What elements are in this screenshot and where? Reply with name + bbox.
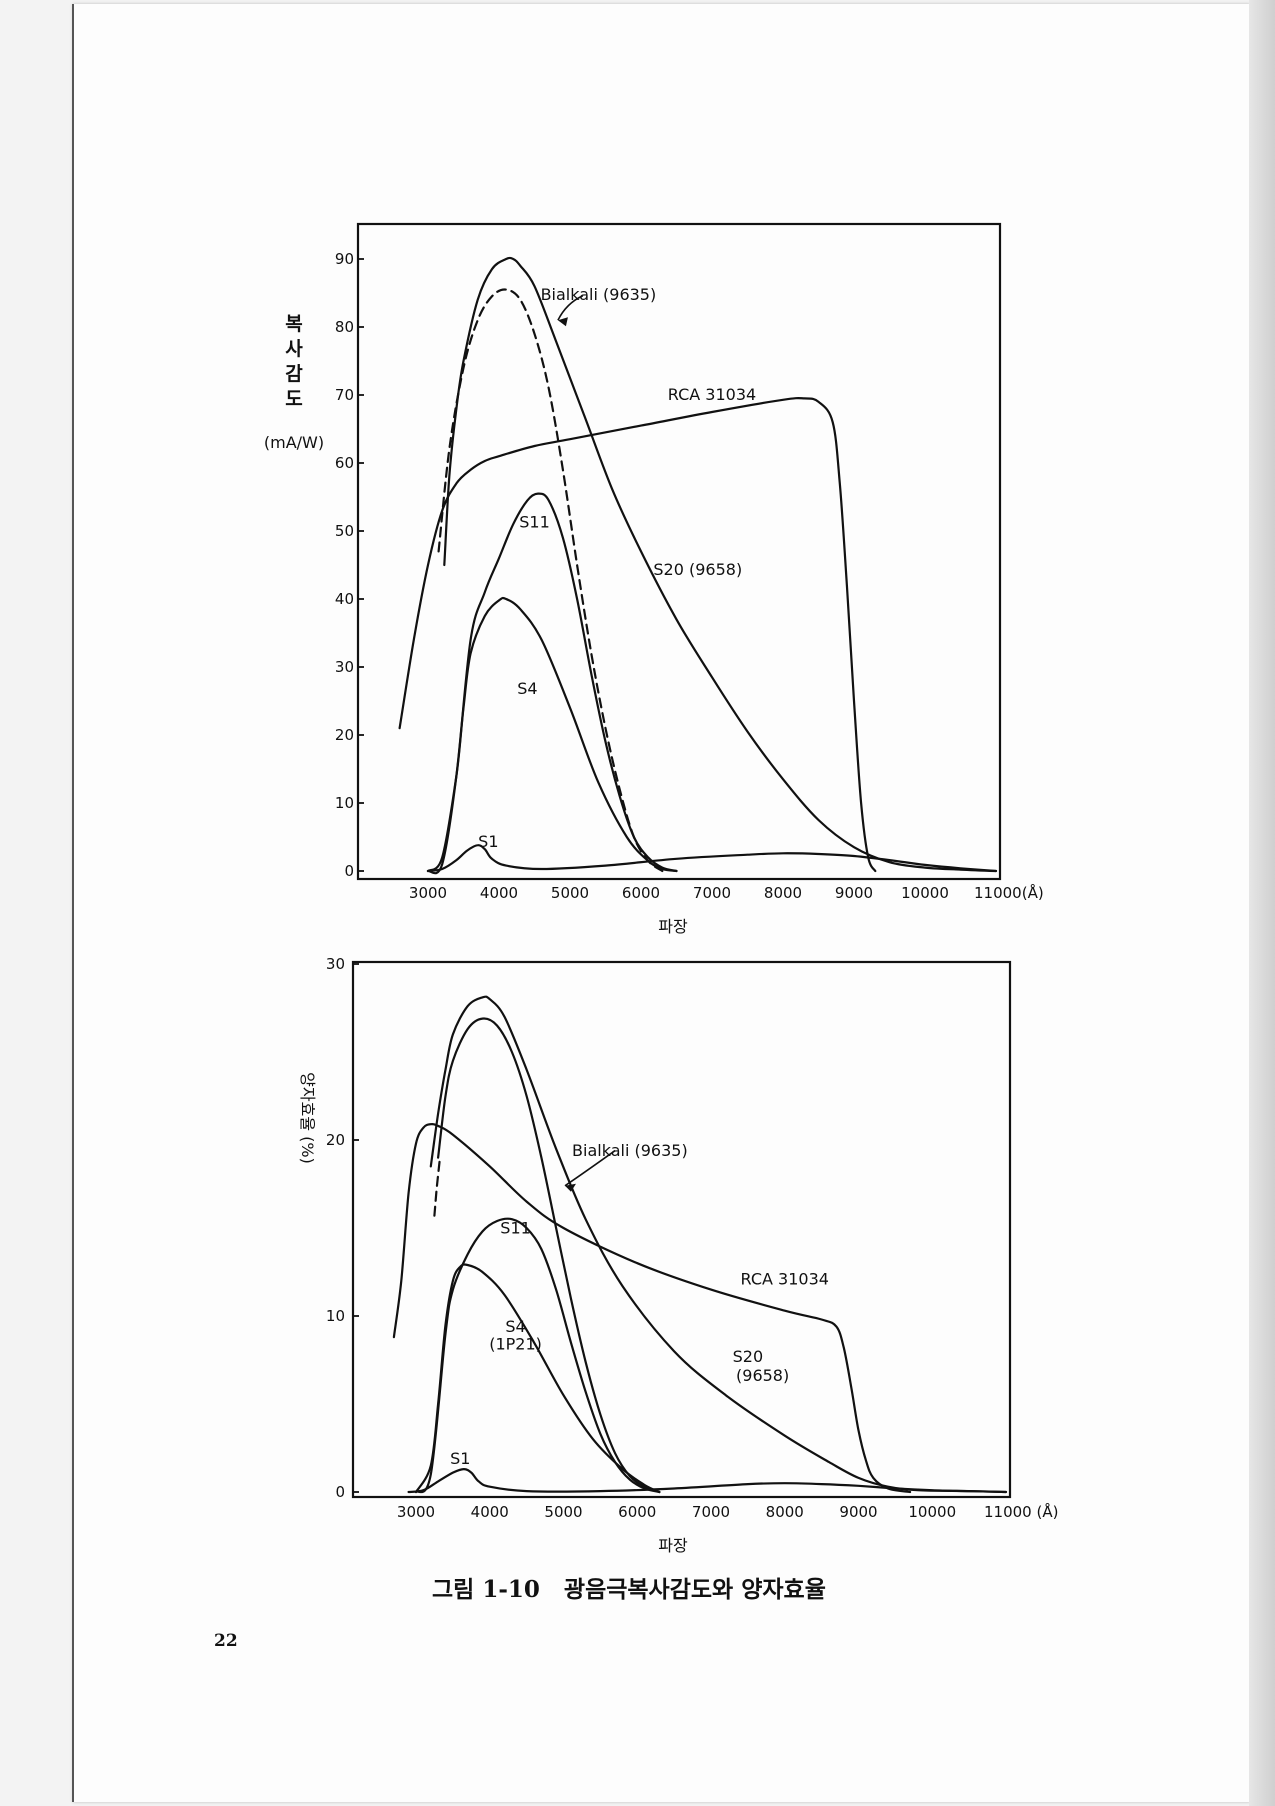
page-number: 22 (214, 1631, 238, 1651)
bottom-x-tick-label: 5000 (544, 1503, 582, 1521)
top-series-s1 (426, 844, 998, 873)
top-annotation-bialkali-9635: Bialkali (9635) (541, 285, 657, 304)
bottom-x-tick-label: 10000 (908, 1503, 956, 1521)
top-series-bialkali-9635 (437, 288, 664, 873)
bottom-bialkali-arrowhead (564, 1183, 576, 1192)
bottom-annotation-s20: S20 (733, 1347, 764, 1366)
bottom-annotation-9658: (9658) (736, 1366, 789, 1385)
bottom-x-tick-label: 3000 (397, 1503, 435, 1521)
top-y-axis-label-char: 도 (285, 388, 302, 410)
figure-caption: 그림 1-10 광음극복사감도와 양자효율 (432, 1570, 826, 1604)
top-y-tick-label: 0 (344, 862, 354, 880)
top-series-s4 (426, 596, 678, 873)
top-bialkali-arrowhead (557, 317, 568, 327)
bottom-bialkali-leader (564, 1149, 616, 1187)
bottom-annotation-s1: S1 (450, 1449, 470, 1468)
bottom-series-s4-1p21 (414, 1263, 661, 1494)
bottom-annotation-bialkali-9635: Bialkali (9635) (572, 1141, 688, 1160)
bottom-series-bialkali-9635 (437, 1017, 661, 1494)
bottom-series-rca-31034 (392, 1123, 912, 1494)
top-series-rca-31034 (398, 397, 877, 873)
top-annotation-s4: S4 (517, 679, 537, 698)
top-x-tick-label: 11000(Å) (974, 883, 1044, 902)
bottom-series-s20-9658 (429, 995, 1008, 1494)
bottom-y-tick-label: 20 (326, 1131, 345, 1149)
top-y-tick-label: 50 (335, 522, 354, 540)
bottom-y-tick-label: 10 (326, 1307, 345, 1325)
top-y-axis-label-char: 복 (285, 313, 302, 335)
bottom-annotation-rca-31034: RCA 31034 (741, 1269, 829, 1288)
bottom-y-axis-label: 양자효율 (%) (298, 1072, 317, 1164)
top-x-tick-label: 10000 (901, 884, 949, 902)
figure-caption-number: 그림 1-10 (432, 1576, 540, 1603)
bottom-x-tick-label: 9000 (839, 1503, 877, 1521)
top-x-axis-label: 파장 (658, 917, 688, 936)
bottom-x-tick-label: 6000 (618, 1503, 656, 1521)
bottom-x-tick-label: 8000 (766, 1503, 804, 1521)
bottom-series-s1 (407, 1468, 1008, 1494)
bottom-x-tick-label: 7000 (692, 1503, 730, 1521)
top-x-tick-label: 4000 (480, 884, 518, 902)
top-y-tick-label: 40 (335, 590, 354, 608)
top-y-axis-label-char: 사 (285, 338, 303, 360)
top-annotation-rca-31034: RCA 31034 (668, 385, 756, 404)
top-y-axis-unit: (mA/W) (264, 433, 324, 452)
top-annotation-s11: S11 (519, 513, 550, 532)
top-x-tick-label: 3000 (409, 884, 447, 902)
bottom-annotation-s4: S4 (505, 1317, 525, 1336)
top-x-tick-label: 8000 (764, 884, 802, 902)
top-x-tick-label: 6000 (622, 884, 660, 902)
bottom-x-axis-label: 파장 (658, 1536, 688, 1555)
top-y-tick-label: 10 (335, 794, 354, 812)
top-annotation-s1: S1 (478, 832, 498, 851)
top-x-tick-label: 7000 (693, 884, 731, 902)
top-y-tick-label: 70 (335, 386, 354, 404)
bottom-series-bialkali-9635-dashed (433, 1160, 441, 1217)
page-edge-shadow (1249, 0, 1275, 1806)
bottom-plot-frame (351, 960, 1012, 1499)
bottom-x-tick-label: 4000 (471, 1503, 509, 1521)
top-series-s20-9658 (443, 256, 998, 873)
bottom-x-tick-label: 11000 (Å) (984, 1502, 1058, 1521)
document-page (72, 4, 1249, 1802)
bottom-annotation-1p21: (1P21) (489, 1334, 542, 1353)
top-y-tick-label: 30 (335, 658, 354, 676)
top-plot-frame (356, 222, 1002, 881)
top-y-tick-label: 20 (335, 726, 354, 744)
figure-caption-text: 광음극복사감도와 양자효율 (563, 1576, 826, 1603)
bottom-annotation-s11: S11 (500, 1218, 531, 1237)
top-y-tick-label: 90 (335, 250, 354, 268)
top-x-tick-label: 9000 (835, 884, 873, 902)
bottom-y-tick-label: 30 (326, 955, 345, 973)
top-y-tick-label: 80 (335, 318, 354, 336)
top-y-axis-label-char: 감 (285, 363, 303, 385)
top-y-tick-label: 60 (335, 454, 354, 472)
top-bialkali-leader (557, 294, 584, 321)
top-annotation-s20-9658: S20 (9658) (653, 560, 742, 579)
top-x-tick-label: 5000 (551, 884, 589, 902)
bottom-y-tick-label: 0 (335, 1483, 345, 1501)
